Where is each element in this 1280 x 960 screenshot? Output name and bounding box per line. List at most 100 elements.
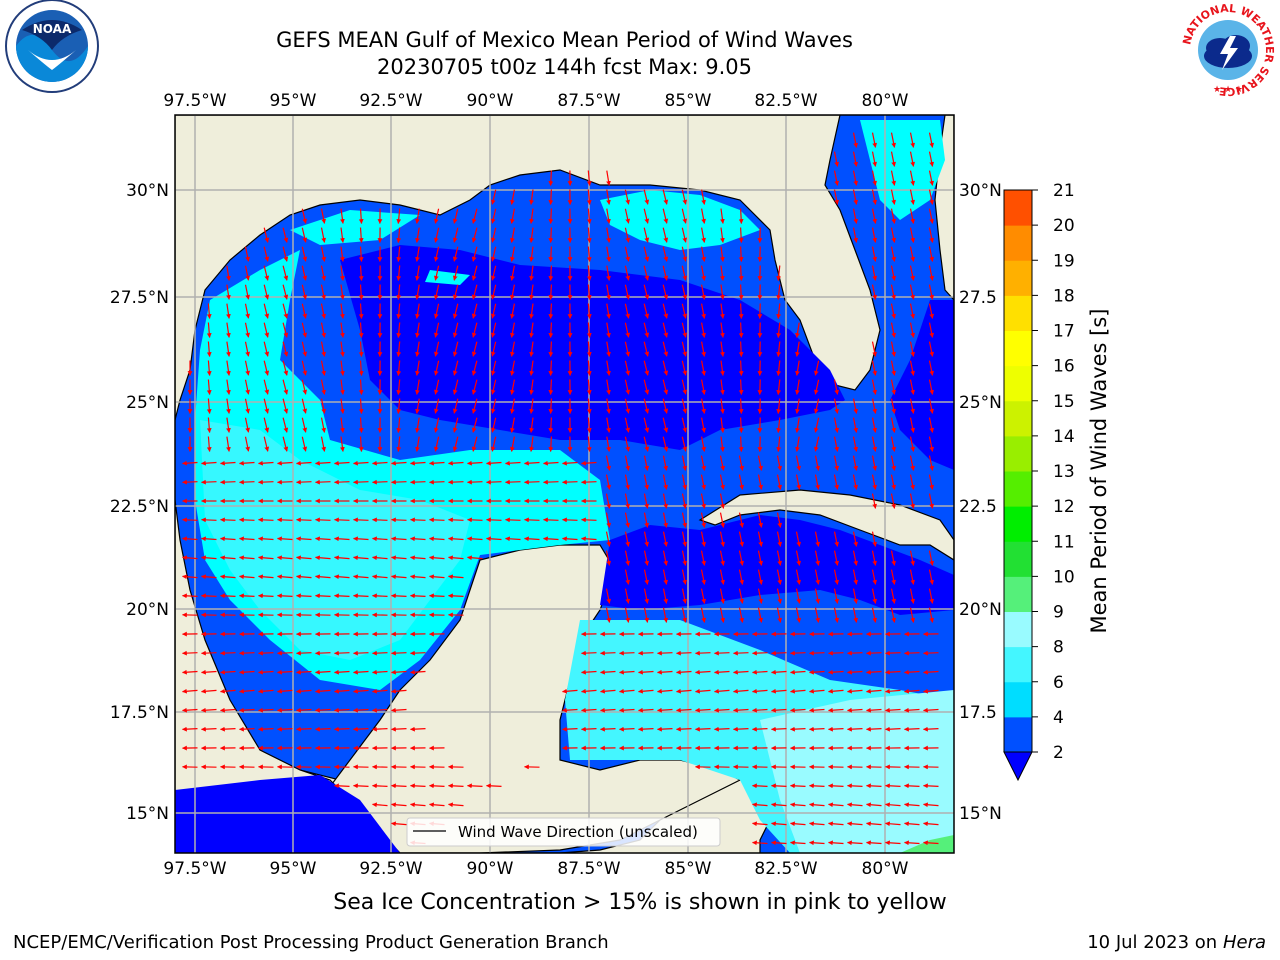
- wave-direction-arrow: [643, 512, 649, 528]
- wave-direction-arrow: [320, 208, 326, 224]
- wave-direction-arrow: [320, 398, 326, 414]
- wave-direction-arrow: [605, 474, 611, 490]
- wave-direction-arrow: [220, 593, 236, 599]
- wave-direction-arrow: [771, 707, 787, 713]
- wave-direction-arrow: [467, 536, 483, 542]
- wave-direction-arrow: [320, 284, 326, 300]
- wave-direction-arrow: [624, 227, 631, 243]
- wave-direction-arrow: [733, 669, 749, 675]
- wave-direction-arrow: [490, 208, 497, 224]
- wave-direction-arrow: [258, 650, 274, 656]
- wave-direction-arrow: [429, 783, 445, 789]
- wave-direction-arrow: [643, 455, 649, 471]
- wave-direction-arrow: [529, 398, 534, 414]
- wave-direction-arrow: [700, 550, 706, 566]
- wave-direction-arrow: [586, 322, 592, 338]
- colorbar-swatch: [1004, 365, 1032, 402]
- wave-direction-arrow: [776, 265, 782, 281]
- wave-direction-arrow: [581, 688, 597, 694]
- wave-direction-arrow: [510, 208, 515, 224]
- wave-direction-arrow: [239, 650, 255, 656]
- wave-direction-arrow: [890, 284, 896, 300]
- colorbar-tick-label: 12: [1053, 497, 1075, 517]
- wave-direction-arrow: [358, 246, 364, 262]
- wave-direction-arrow: [244, 265, 250, 281]
- lat-label-right: 20°N: [959, 600, 1002, 620]
- wave-direction-arrow: [452, 417, 459, 433]
- wave-direction-arrow: [757, 455, 763, 471]
- lat-label-right: 22.5: [959, 497, 997, 517]
- right-lat-labels: 30°N 27.5 25°N 22.5 20°N 17.5 15°N: [959, 181, 1002, 824]
- wave-direction-arrow: [923, 821, 939, 827]
- wave-direction-arrow: [866, 688, 882, 694]
- lat-label-right: 17.5: [959, 703, 997, 723]
- wave-direction-arrow: [890, 227, 896, 243]
- wave-direction-arrow: [358, 208, 364, 224]
- wave-direction-arrow: [410, 726, 426, 732]
- wave-direction-arrow: [909, 246, 915, 262]
- wave-direction-arrow: [909, 588, 915, 604]
- wave-direction-arrow: [904, 840, 920, 846]
- wave-direction-arrow: [738, 303, 744, 319]
- wave-direction-arrow: [720, 417, 725, 433]
- colorbar-swatch: [1004, 611, 1032, 648]
- wave-direction-arrow: [828, 707, 844, 713]
- wave-direction-arrow: [529, 322, 534, 338]
- wave-direction-arrow: [828, 821, 844, 827]
- wave-direction-arrow: [904, 707, 920, 713]
- wave-direction-arrow: [391, 574, 407, 580]
- svg-text:★ ★ ★: ★ ★ ★: [1213, 85, 1243, 95]
- wave-direction-arrow: [738, 531, 744, 547]
- wave-direction-arrow: [263, 284, 270, 300]
- wave-direction-arrow: [586, 208, 592, 224]
- wave-direction-arrow: [452, 246, 459, 262]
- wave-direction-arrow: [277, 517, 293, 523]
- wave-direction-arrow: [239, 574, 255, 580]
- wave-direction-arrow: [828, 650, 844, 656]
- wave-direction-arrow: [909, 341, 915, 357]
- wave-direction-arrow: [182, 726, 198, 732]
- wave-direction-arrow: [871, 341, 877, 357]
- lon-label-top: 95°W: [270, 91, 317, 111]
- wave-direction-arrow: [606, 208, 611, 224]
- wave-direction-arrow: [714, 650, 730, 656]
- wave-direction-arrow: [239, 479, 255, 485]
- wave-direction-arrow: [226, 265, 231, 281]
- wave-direction-arrow: [714, 688, 730, 694]
- wave-direction-arrow: [600, 726, 616, 732]
- wave-direction-arrow: [182, 650, 198, 656]
- wave-direction-arrow: [315, 517, 331, 523]
- wave-direction-arrow: [263, 436, 270, 452]
- wave-direction-arrow: [529, 360, 534, 376]
- wave-direction-arrow: [720, 303, 725, 319]
- wave-direction-arrow: [391, 555, 407, 561]
- wave-direction-arrow: [809, 688, 825, 694]
- wave-direction-arrow: [490, 360, 497, 376]
- wave-direction-arrow: [258, 555, 274, 561]
- wave-direction-arrow: [852, 436, 858, 452]
- wave-direction-arrow: [776, 341, 782, 357]
- wave-direction-arrow: [448, 460, 464, 466]
- wave-direction-arrow: [529, 208, 534, 224]
- wave-direction-arrow: [452, 265, 459, 281]
- wave-direction-arrow: [643, 493, 649, 509]
- wave-direction-arrow: [244, 322, 250, 338]
- wave-direction-arrow: [548, 170, 554, 186]
- wave-direction-arrow: [624, 341, 631, 357]
- wave-direction-arrow: [871, 569, 877, 585]
- lat-label-left: 25°N: [126, 393, 169, 413]
- wave-direction-arrow: [490, 246, 497, 262]
- wave-direction-arrow: [524, 460, 540, 466]
- wave-direction-arrow: [586, 284, 592, 300]
- wave-direction-arrow: [320, 360, 326, 376]
- wave-direction-arrow: [795, 379, 800, 395]
- wave-direction-arrow: [701, 322, 706, 338]
- wave-direction-arrow: [624, 550, 630, 566]
- wave-direction-arrow: [852, 151, 858, 167]
- wave-direction-arrow: [885, 688, 901, 694]
- wave-direction-arrow: [320, 246, 326, 262]
- wave-direction-arrow: [909, 322, 915, 338]
- wave-direction-arrow: [852, 569, 858, 585]
- bottom-lon-labels: 97.5°W 95°W 92.5°W 90°W 87.5°W 85°W 82.5…: [163, 859, 908, 879]
- wave-direction-arrow: [795, 607, 801, 623]
